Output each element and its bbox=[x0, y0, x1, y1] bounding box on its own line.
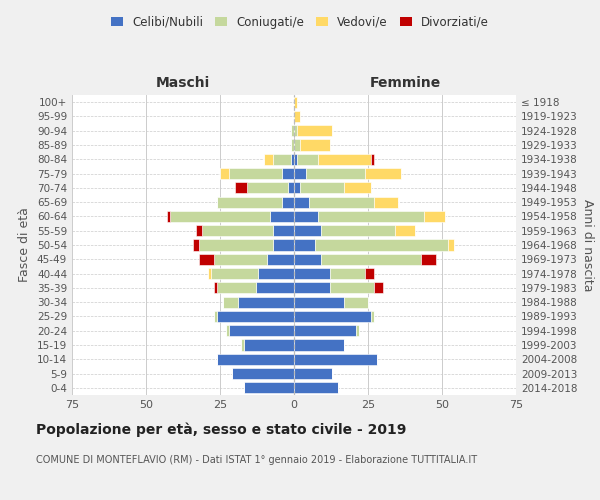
Bar bbox=[282, 168, 294, 179]
Bar bbox=[208, 268, 211, 279]
Bar bbox=[241, 340, 244, 350]
Bar bbox=[315, 240, 448, 250]
Text: Maschi: Maschi bbox=[156, 76, 210, 90]
Bar bbox=[291, 125, 294, 136]
Bar bbox=[356, 325, 359, 336]
Bar bbox=[235, 182, 247, 194]
Bar bbox=[294, 382, 338, 394]
Bar bbox=[344, 296, 368, 308]
Bar bbox=[421, 254, 436, 265]
Bar bbox=[291, 140, 294, 150]
Bar bbox=[244, 340, 294, 350]
Bar bbox=[226, 325, 229, 336]
Bar bbox=[320, 254, 421, 265]
Bar bbox=[232, 368, 294, 379]
Bar bbox=[306, 168, 365, 179]
Bar bbox=[214, 282, 217, 294]
Bar bbox=[294, 211, 317, 222]
Bar bbox=[167, 211, 170, 222]
Bar bbox=[371, 311, 374, 322]
Bar bbox=[244, 382, 294, 394]
Bar bbox=[229, 168, 282, 179]
Bar bbox=[294, 282, 329, 294]
Bar bbox=[273, 154, 291, 165]
Bar bbox=[271, 211, 294, 222]
Y-axis label: Anni di nascita: Anni di nascita bbox=[581, 198, 594, 291]
Bar bbox=[199, 254, 214, 265]
Bar bbox=[294, 340, 344, 350]
Bar bbox=[300, 140, 329, 150]
Bar bbox=[395, 225, 415, 236]
Bar bbox=[217, 282, 256, 294]
Bar bbox=[300, 182, 344, 194]
Text: Femmine: Femmine bbox=[370, 76, 440, 90]
Bar bbox=[214, 254, 268, 265]
Bar bbox=[268, 254, 294, 265]
Bar bbox=[294, 196, 309, 207]
Bar bbox=[317, 211, 424, 222]
Bar bbox=[294, 296, 344, 308]
Bar bbox=[374, 196, 398, 207]
Bar bbox=[317, 154, 371, 165]
Bar bbox=[294, 254, 320, 265]
Bar bbox=[294, 225, 320, 236]
Bar bbox=[211, 268, 259, 279]
Bar bbox=[294, 154, 297, 165]
Bar bbox=[247, 182, 288, 194]
Bar bbox=[344, 182, 371, 194]
Bar bbox=[297, 154, 317, 165]
Bar bbox=[223, 296, 238, 308]
Bar bbox=[297, 125, 332, 136]
Bar bbox=[291, 154, 294, 165]
Bar bbox=[448, 240, 454, 250]
Bar bbox=[294, 268, 329, 279]
Bar bbox=[238, 296, 294, 308]
Bar bbox=[202, 225, 273, 236]
Bar bbox=[374, 282, 383, 294]
Bar bbox=[371, 154, 374, 165]
Bar bbox=[294, 240, 315, 250]
Bar bbox=[329, 268, 365, 279]
Bar bbox=[217, 311, 294, 322]
Bar bbox=[309, 196, 374, 207]
Bar bbox=[273, 225, 294, 236]
Bar bbox=[294, 182, 300, 194]
Bar bbox=[294, 311, 371, 322]
Text: Popolazione per età, sesso e stato civile - 2019: Popolazione per età, sesso e stato civil… bbox=[36, 422, 406, 437]
Text: COMUNE DI MONTEFLAVIO (RM) - Dati ISTAT 1° gennaio 2019 - Elaborazione TUTTITALI: COMUNE DI MONTEFLAVIO (RM) - Dati ISTAT … bbox=[36, 455, 477, 465]
Legend: Celibi/Nubili, Coniugati/e, Vedovi/e, Divorziati/e: Celibi/Nubili, Coniugati/e, Vedovi/e, Di… bbox=[106, 11, 494, 34]
Bar bbox=[365, 268, 374, 279]
Bar bbox=[424, 211, 445, 222]
Bar bbox=[217, 354, 294, 365]
Bar bbox=[273, 240, 294, 250]
Bar bbox=[229, 325, 294, 336]
Bar bbox=[320, 225, 395, 236]
Bar bbox=[329, 282, 374, 294]
Bar bbox=[294, 111, 300, 122]
Bar bbox=[282, 196, 294, 207]
Bar bbox=[170, 211, 271, 222]
Bar bbox=[196, 225, 202, 236]
Bar bbox=[220, 168, 229, 179]
Bar bbox=[294, 96, 297, 108]
Bar bbox=[365, 168, 401, 179]
Bar bbox=[294, 125, 297, 136]
Y-axis label: Fasce di età: Fasce di età bbox=[19, 208, 31, 282]
Bar bbox=[193, 240, 199, 250]
Bar bbox=[294, 168, 306, 179]
Bar bbox=[294, 354, 377, 365]
Bar bbox=[214, 311, 217, 322]
Bar bbox=[217, 196, 282, 207]
Bar bbox=[259, 268, 294, 279]
Bar bbox=[288, 182, 294, 194]
Bar bbox=[294, 140, 300, 150]
Bar bbox=[199, 240, 273, 250]
Bar bbox=[265, 154, 273, 165]
Bar bbox=[294, 325, 356, 336]
Bar bbox=[256, 282, 294, 294]
Bar bbox=[294, 368, 332, 379]
